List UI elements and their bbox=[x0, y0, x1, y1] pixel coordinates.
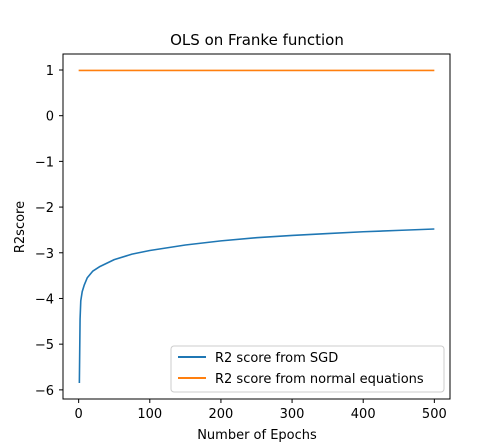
plot-lines bbox=[78, 69, 435, 384]
plot-frame bbox=[62, 53, 451, 400]
legend-box bbox=[170, 345, 445, 393]
x-axis-label: Number of Epochs bbox=[197, 428, 317, 443]
x-tick-label: 400 bbox=[351, 407, 376, 422]
y-tick-label: −5 bbox=[35, 338, 54, 353]
y-axis-ticks: 1 0 −1 −2 −3 −4 −5 −6 bbox=[35, 64, 63, 399]
y-tick-label: −1 bbox=[35, 155, 54, 170]
y-axis-label: R2score bbox=[13, 201, 28, 253]
y-tick-label: −4 bbox=[35, 292, 54, 307]
legend-label-sgd: R2 score from SGD bbox=[215, 351, 338, 366]
y-tick-label: 0 bbox=[46, 110, 54, 125]
x-tick-label: 100 bbox=[137, 407, 162, 422]
x-tick-label: 200 bbox=[209, 407, 234, 422]
y-tick-label: −3 bbox=[35, 247, 54, 262]
y-tick-label: −2 bbox=[35, 201, 54, 216]
chart-title: OLS on Franke function bbox=[170, 31, 344, 49]
x-tick-label: 0 bbox=[75, 407, 83, 422]
legend: R2 score from SGD R2 score from normal e… bbox=[170, 345, 445, 393]
y-tick-label: 1 bbox=[46, 64, 54, 79]
series-line-0 bbox=[78, 228, 435, 384]
x-tick-label: 300 bbox=[280, 407, 305, 422]
x-tick-label: 500 bbox=[422, 407, 447, 422]
y-tick-label: −6 bbox=[35, 384, 54, 399]
x-axis-ticks: 0 100 200 300 400 500 bbox=[75, 399, 447, 422]
legend-label-normal-equations: R2 score from normal equations bbox=[215, 372, 424, 387]
